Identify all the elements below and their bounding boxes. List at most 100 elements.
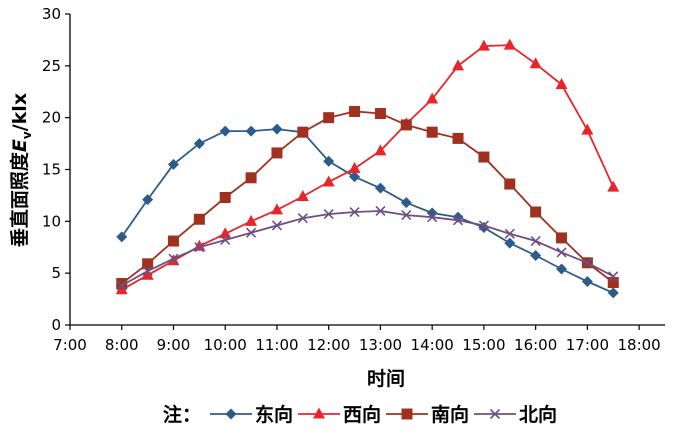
series-line: [121, 44, 615, 291]
data-point: [323, 112, 335, 124]
data-point: [142, 266, 153, 277]
series-1: [116, 123, 619, 299]
legend-label: 南向: [431, 403, 469, 426]
y-axis-title-symbol: E: [9, 139, 31, 152]
data-point: [193, 138, 205, 150]
legend-item: 南向: [386, 403, 469, 426]
x-tick-label: 13:00: [359, 336, 402, 354]
legend-marker: [489, 408, 501, 420]
x-tick-label: 14:00: [411, 336, 454, 354]
data-point: [374, 144, 387, 156]
data-point: [167, 235, 179, 247]
data-point: [426, 126, 438, 138]
axes: [69, 14, 665, 326]
x-tick-label: 11:00: [255, 336, 298, 354]
data-point: [401, 210, 412, 221]
data-point: [322, 175, 335, 187]
legend-marker: [313, 407, 325, 419]
data-point: [608, 271, 619, 282]
data-point: [374, 182, 386, 194]
x-tick-label: 10:00: [204, 336, 247, 354]
y-tick-label: 0: [51, 316, 61, 334]
x-axis-title: 时间: [367, 368, 405, 390]
data-point: [607, 180, 620, 192]
data-point: [142, 258, 154, 270]
data-point: [245, 125, 257, 137]
x-tick-label: 7:00: [53, 336, 87, 354]
data-point: [323, 155, 335, 167]
data-point: [504, 237, 516, 249]
data-point: [193, 213, 205, 225]
data-point: [349, 171, 361, 183]
data-point: [452, 132, 464, 144]
data-point: [530, 235, 541, 247]
data-point: [529, 57, 542, 69]
data-point: [270, 203, 283, 215]
data-point: [607, 276, 619, 288]
data-point: [503, 38, 516, 50]
data-point: [167, 158, 179, 170]
data-point: [116, 278, 128, 290]
y-axis-title: 垂直面照度Ev/klx: [8, 93, 34, 247]
legend-item: 西向: [298, 403, 381, 426]
data-point: [426, 92, 439, 104]
y-axis-title-unit: /klx: [9, 93, 31, 131]
data-point: [219, 125, 231, 137]
legend-label: 北向: [519, 403, 557, 426]
x-tick-label: 18:00: [618, 336, 661, 354]
data-point: [246, 227, 257, 238]
data-point: [219, 191, 231, 203]
data-point: [141, 268, 154, 280]
series-4: [116, 205, 619, 291]
data-point: [607, 287, 619, 299]
data-point: [168, 253, 179, 264]
data-series: [115, 38, 620, 299]
y-tick-label: 5: [51, 264, 61, 282]
data-point: [555, 77, 568, 89]
data-point: [556, 263, 568, 275]
legend-item: 北向: [474, 403, 557, 426]
data-point: [323, 209, 334, 220]
series-line: [120, 128, 614, 294]
data-point: [582, 257, 593, 268]
y-axis-title-subscript: v: [20, 131, 34, 139]
y-axis-ticks: 0 5 10 15 20 25 30: [42, 5, 70, 334]
x-tick-label: 15:00: [462, 336, 505, 354]
data-point: [426, 207, 438, 219]
data-point: [219, 227, 232, 239]
data-point: [116, 280, 127, 291]
data-point: [452, 59, 465, 71]
x-axis-ticks: 7:00 8:00 9:00 10:00 11:00 12:00 13:00 14:00 15:…: [53, 325, 661, 354]
data-point: [349, 105, 361, 117]
y-tick-label: 25: [42, 57, 61, 75]
x-tick-label: 8:00: [105, 336, 139, 354]
data-point: [297, 126, 309, 138]
data-point: [142, 194, 154, 206]
series-2: [115, 38, 620, 295]
legend-label: 西向: [343, 403, 381, 426]
x-tick-label: 16:00: [514, 336, 557, 354]
series-3: [116, 105, 619, 290]
data-point: [297, 213, 308, 224]
data-point: [581, 275, 593, 287]
y-tick-label: 15: [42, 161, 61, 179]
x-tick-label: 12:00: [307, 336, 350, 354]
data-point: [349, 206, 360, 218]
y-tick-label: 20: [42, 109, 61, 127]
data-point: [452, 215, 464, 226]
data-point: [478, 220, 489, 231]
y-axis-title-prefix: 垂直面照度: [8, 151, 31, 247]
y-tick-label: 10: [42, 212, 61, 230]
data-point: [245, 172, 257, 184]
legend-marker: [225, 408, 237, 420]
legend-item: 东向: [210, 403, 293, 426]
data-point: [271, 123, 283, 135]
data-point: [375, 205, 386, 217]
x-tick-label: 17:00: [566, 336, 609, 354]
data-point: [504, 228, 515, 239]
data-point: [220, 234, 231, 246]
data-point: [530, 206, 542, 218]
data-point: [530, 250, 542, 262]
